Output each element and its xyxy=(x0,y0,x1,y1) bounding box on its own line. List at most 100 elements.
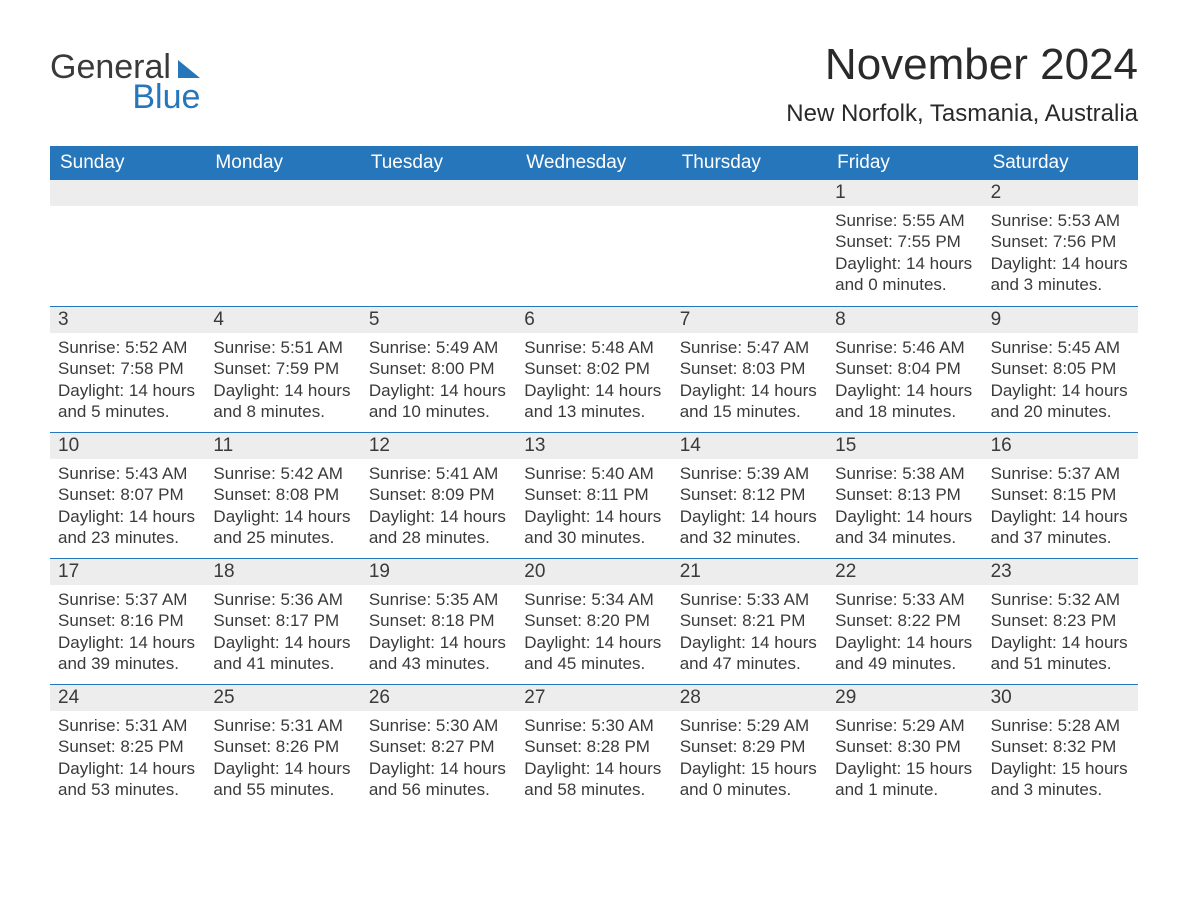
sunrise-line: Sunrise: 5:40 AM xyxy=(524,463,663,484)
calendar-week: 10Sunrise: 5:43 AMSunset: 8:07 PMDayligh… xyxy=(50,432,1138,558)
day-number: 23 xyxy=(983,559,1138,585)
daylight-line: Daylight: 14 hours and 56 minutes. xyxy=(369,758,508,801)
calendar-cell: 23Sunrise: 5:32 AMSunset: 8:23 PMDayligh… xyxy=(983,558,1138,684)
day-number-bar xyxy=(361,180,516,206)
day-number: 18 xyxy=(205,559,360,585)
sunset-line: Sunset: 8:00 PM xyxy=(369,358,508,379)
day-number: 12 xyxy=(361,433,516,459)
sunrise-line: Sunrise: 5:30 AM xyxy=(369,715,508,736)
daylight-line: Daylight: 14 hours and 58 minutes. xyxy=(524,758,663,801)
calendar-cell-empty xyxy=(361,180,516,306)
day-details: Sunrise: 5:37 AMSunset: 8:16 PMDaylight:… xyxy=(50,585,205,684)
day-number: 16 xyxy=(983,433,1138,459)
daylight-line: Daylight: 14 hours and 10 minutes. xyxy=(369,380,508,423)
sunrise-line: Sunrise: 5:32 AM xyxy=(991,589,1130,610)
calendar-cell: 21Sunrise: 5:33 AMSunset: 8:21 PMDayligh… xyxy=(672,558,827,684)
sunrise-line: Sunrise: 5:38 AM xyxy=(835,463,974,484)
sunrise-line: Sunrise: 5:29 AM xyxy=(835,715,974,736)
calendar-cell: 29Sunrise: 5:29 AMSunset: 8:30 PMDayligh… xyxy=(827,684,982,810)
day-details: Sunrise: 5:48 AMSunset: 8:02 PMDaylight:… xyxy=(516,333,671,432)
day-number: 15 xyxy=(827,433,982,459)
day-details: Sunrise: 5:42 AMSunset: 8:08 PMDaylight:… xyxy=(205,459,360,558)
daylight-line: Daylight: 14 hours and 51 minutes. xyxy=(991,632,1130,675)
day-number: 10 xyxy=(50,433,205,459)
daylight-line: Daylight: 14 hours and 0 minutes. xyxy=(835,253,974,296)
day-number: 14 xyxy=(672,433,827,459)
sunset-line: Sunset: 8:12 PM xyxy=(680,484,819,505)
day-number: 9 xyxy=(983,307,1138,333)
sunset-line: Sunset: 7:59 PM xyxy=(213,358,352,379)
sunset-line: Sunset: 8:13 PM xyxy=(835,484,974,505)
day-details: Sunrise: 5:31 AMSunset: 8:26 PMDaylight:… xyxy=(205,711,360,810)
day-number: 26 xyxy=(361,685,516,711)
sunset-line: Sunset: 8:32 PM xyxy=(991,736,1130,757)
calendar-cell: 16Sunrise: 5:37 AMSunset: 8:15 PMDayligh… xyxy=(983,432,1138,558)
day-details: Sunrise: 5:33 AMSunset: 8:21 PMDaylight:… xyxy=(672,585,827,684)
sunset-line: Sunset: 8:07 PM xyxy=(58,484,197,505)
day-details: Sunrise: 5:51 AMSunset: 7:59 PMDaylight:… xyxy=(205,333,360,432)
sunset-line: Sunset: 8:09 PM xyxy=(369,484,508,505)
day-header-thursday: Thursday xyxy=(672,146,827,180)
calendar-cell: 25Sunrise: 5:31 AMSunset: 8:26 PMDayligh… xyxy=(205,684,360,810)
weeks-container: 1Sunrise: 5:55 AMSunset: 7:55 PMDaylight… xyxy=(50,180,1138,810)
day-number: 7 xyxy=(672,307,827,333)
day-details: Sunrise: 5:30 AMSunset: 8:28 PMDaylight:… xyxy=(516,711,671,810)
daylight-line: Daylight: 14 hours and 53 minutes. xyxy=(58,758,197,801)
sunset-line: Sunset: 8:22 PM xyxy=(835,610,974,631)
calendar-cell: 5Sunrise: 5:49 AMSunset: 8:00 PMDaylight… xyxy=(361,306,516,432)
calendar-cell-empty xyxy=(672,180,827,306)
daylight-line: Daylight: 14 hours and 37 minutes. xyxy=(991,506,1130,549)
daylight-line: Daylight: 14 hours and 25 minutes. xyxy=(213,506,352,549)
sunrise-line: Sunrise: 5:43 AM xyxy=(58,463,197,484)
sunrise-line: Sunrise: 5:30 AM xyxy=(524,715,663,736)
calendar-cell-empty xyxy=(516,180,671,306)
day-number: 1 xyxy=(827,180,982,206)
day-details: Sunrise: 5:37 AMSunset: 8:15 PMDaylight:… xyxy=(983,459,1138,558)
day-details: Sunrise: 5:32 AMSunset: 8:23 PMDaylight:… xyxy=(983,585,1138,684)
daylight-line: Daylight: 14 hours and 45 minutes. xyxy=(524,632,663,675)
sunrise-line: Sunrise: 5:41 AM xyxy=(369,463,508,484)
calendar-cell: 6Sunrise: 5:48 AMSunset: 8:02 PMDaylight… xyxy=(516,306,671,432)
day-details: Sunrise: 5:34 AMSunset: 8:20 PMDaylight:… xyxy=(516,585,671,684)
sunset-line: Sunset: 8:05 PM xyxy=(991,358,1130,379)
sunrise-line: Sunrise: 5:47 AM xyxy=(680,337,819,358)
daylight-line: Daylight: 14 hours and 32 minutes. xyxy=(680,506,819,549)
day-number: 17 xyxy=(50,559,205,585)
sunset-line: Sunset: 8:02 PM xyxy=(524,358,663,379)
calendar-cell: 12Sunrise: 5:41 AMSunset: 8:09 PMDayligh… xyxy=(361,432,516,558)
day-number: 19 xyxy=(361,559,516,585)
day-number: 6 xyxy=(516,307,671,333)
calendar-week: 3Sunrise: 5:52 AMSunset: 7:58 PMDaylight… xyxy=(50,306,1138,432)
daylight-line: Daylight: 14 hours and 23 minutes. xyxy=(58,506,197,549)
sunset-line: Sunset: 8:23 PM xyxy=(991,610,1130,631)
day-header-sunday: Sunday xyxy=(50,146,205,180)
day-number: 22 xyxy=(827,559,982,585)
sunrise-line: Sunrise: 5:29 AM xyxy=(680,715,819,736)
day-details: Sunrise: 5:29 AMSunset: 8:29 PMDaylight:… xyxy=(672,711,827,810)
sunset-line: Sunset: 8:25 PM xyxy=(58,736,197,757)
day-details: Sunrise: 5:52 AMSunset: 7:58 PMDaylight:… xyxy=(50,333,205,432)
sunrise-line: Sunrise: 5:37 AM xyxy=(58,589,197,610)
daylight-line: Daylight: 15 hours and 3 minutes. xyxy=(991,758,1130,801)
sunrise-line: Sunrise: 5:49 AM xyxy=(369,337,508,358)
sunrise-line: Sunrise: 5:33 AM xyxy=(835,589,974,610)
day-header-wednesday: Wednesday xyxy=(516,146,671,180)
calendar-cell: 8Sunrise: 5:46 AMSunset: 8:04 PMDaylight… xyxy=(827,306,982,432)
day-number: 2 xyxy=(983,180,1138,206)
title-block: November 2024 New Norfolk, Tasmania, Aus… xyxy=(786,40,1138,128)
sunset-line: Sunset: 8:08 PM xyxy=(213,484,352,505)
day-number: 25 xyxy=(205,685,360,711)
logo: General Blue xyxy=(50,50,200,114)
day-number: 30 xyxy=(983,685,1138,711)
calendar-cell: 19Sunrise: 5:35 AMSunset: 8:18 PMDayligh… xyxy=(361,558,516,684)
day-details: Sunrise: 5:47 AMSunset: 8:03 PMDaylight:… xyxy=(672,333,827,432)
day-header-row: Sunday Monday Tuesday Wednesday Thursday… xyxy=(50,146,1138,180)
calendar-cell: 18Sunrise: 5:36 AMSunset: 8:17 PMDayligh… xyxy=(205,558,360,684)
daylight-line: Daylight: 15 hours and 0 minutes. xyxy=(680,758,819,801)
day-number-bar xyxy=(516,180,671,206)
day-details: Sunrise: 5:45 AMSunset: 8:05 PMDaylight:… xyxy=(983,333,1138,432)
daylight-line: Daylight: 14 hours and 43 minutes. xyxy=(369,632,508,675)
day-number: 28 xyxy=(672,685,827,711)
calendar-cell: 2Sunrise: 5:53 AMSunset: 7:56 PMDaylight… xyxy=(983,180,1138,306)
day-number: 24 xyxy=(50,685,205,711)
